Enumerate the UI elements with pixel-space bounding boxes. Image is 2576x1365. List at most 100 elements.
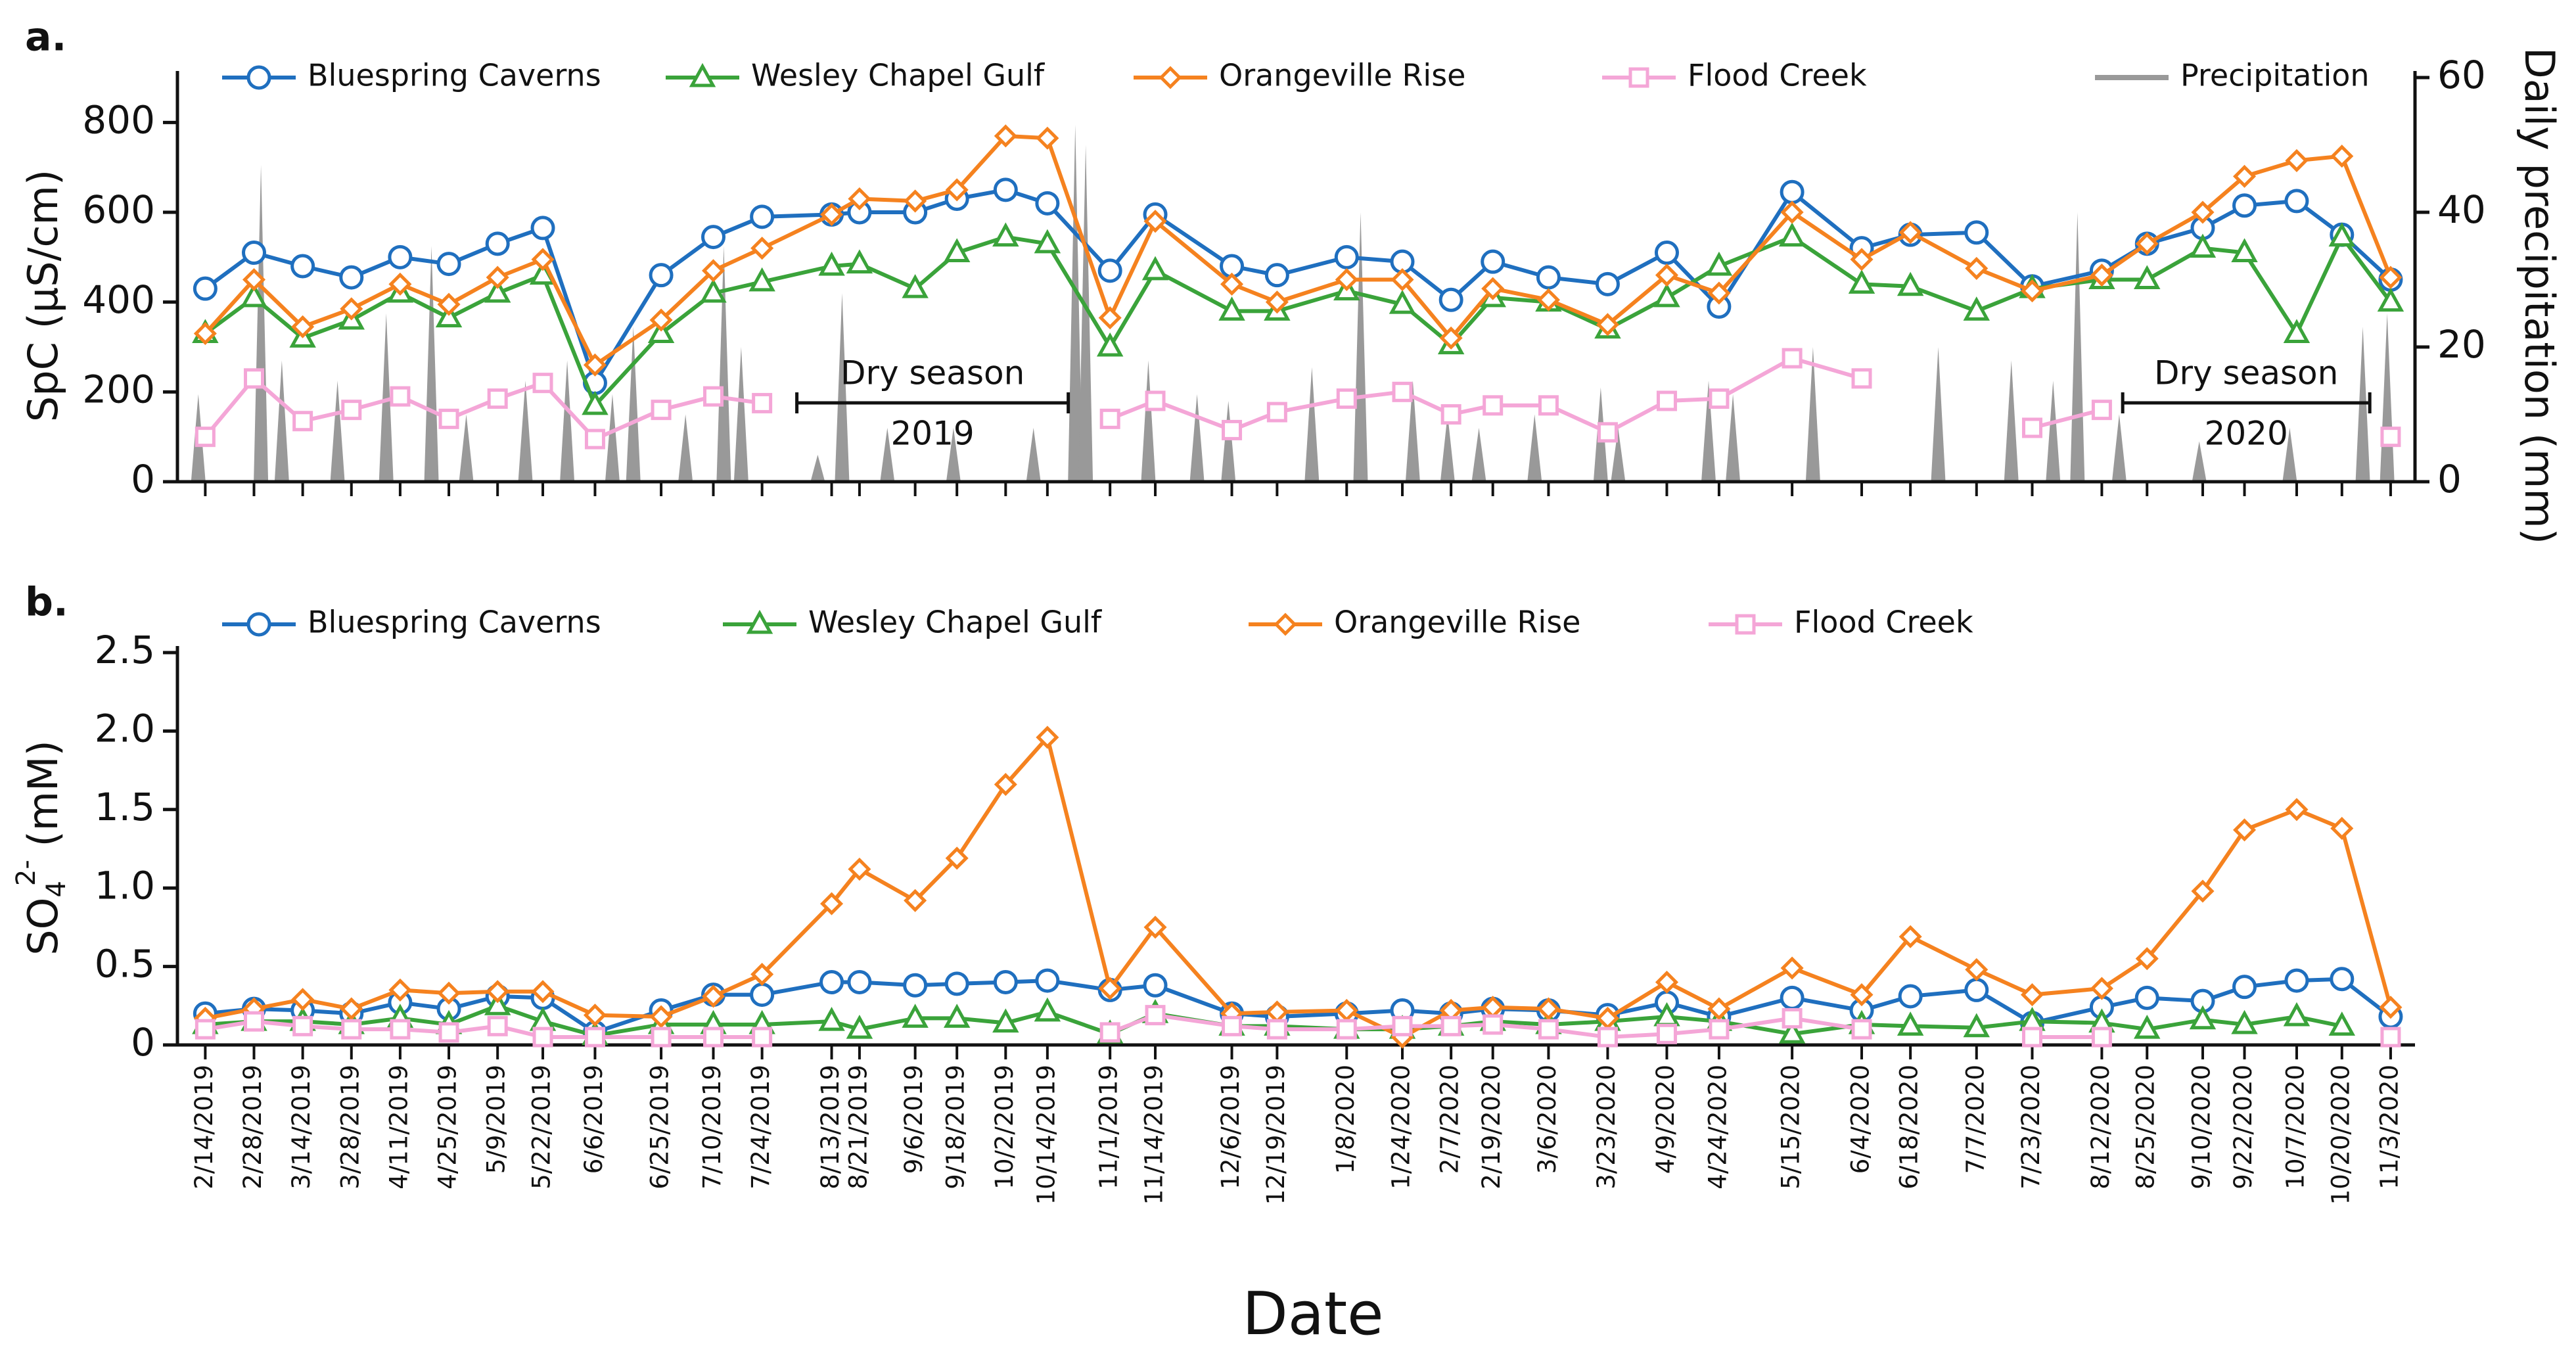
marker xyxy=(291,315,315,338)
x-tick-label: 6/18/2020 xyxy=(1895,1065,1923,1190)
precipitation-spike xyxy=(1405,381,1420,482)
precipitation-spike xyxy=(1805,347,1820,482)
x-tick-label: 9/6/2019 xyxy=(900,1065,928,1174)
precipitation-spike xyxy=(2282,428,2297,482)
legend-label: Flood Creek xyxy=(1688,58,1867,93)
marker xyxy=(1963,1013,1990,1038)
marker xyxy=(436,252,461,277)
marker xyxy=(846,1014,873,1039)
x-tick-label: 7/23/2020 xyxy=(2017,1065,2045,1190)
x-tick-label: 5/15/2020 xyxy=(1777,1065,1805,1190)
marker xyxy=(2283,319,2311,343)
marker xyxy=(532,1027,553,1048)
precipitation-spike xyxy=(2004,360,2019,482)
y-label-part: SO xyxy=(19,898,67,956)
marker xyxy=(1965,256,1989,280)
marker xyxy=(531,980,555,1004)
marker xyxy=(1536,265,1561,290)
marker xyxy=(2232,193,2257,218)
y-label-unit: (mM) xyxy=(19,740,67,860)
marker xyxy=(701,225,726,250)
marker xyxy=(484,278,511,303)
marker xyxy=(2380,427,2401,448)
marker xyxy=(2191,200,2215,224)
x-tick-label: 2/7/2020 xyxy=(1436,1065,1464,1174)
marker xyxy=(904,889,927,912)
y-tick-label: 600 xyxy=(82,187,155,232)
marker xyxy=(1483,395,1504,416)
marker xyxy=(584,1027,605,1048)
marker xyxy=(746,609,773,634)
x-tick-label: 11/1/2019 xyxy=(1095,1065,1123,1190)
panel-label: b. xyxy=(25,580,68,626)
marker xyxy=(583,353,607,377)
marker xyxy=(689,62,716,87)
marker xyxy=(1222,1015,1243,1036)
marker xyxy=(752,1027,773,1048)
x-tick-label: 2/28/2019 xyxy=(239,1065,267,1190)
marker xyxy=(2091,400,2112,421)
marker xyxy=(193,321,217,346)
marker xyxy=(1707,281,1731,305)
x-tick-label: 9/22/2020 xyxy=(2229,1065,2257,1190)
marker xyxy=(2232,975,2257,1000)
marker xyxy=(1709,388,1730,409)
marker xyxy=(2090,977,2113,1000)
marker xyxy=(2232,164,2257,188)
marker xyxy=(1099,408,1120,429)
precipitation-spike xyxy=(1068,124,1083,482)
precipitation-spike xyxy=(1353,212,1368,482)
marker xyxy=(438,1022,459,1043)
precipitation-spike xyxy=(1726,394,1741,482)
marker xyxy=(701,984,725,1008)
x-tick-label: 9/18/2019 xyxy=(942,1065,970,1190)
marker xyxy=(1098,977,1122,1000)
marker xyxy=(1145,390,1166,411)
marker xyxy=(1336,1019,1357,1040)
marker xyxy=(944,971,969,996)
x-tick-label: 11/3/2020 xyxy=(2375,1065,2403,1190)
x-tick-label: 4/24/2020 xyxy=(1703,1065,1732,1190)
marker xyxy=(2134,265,2161,289)
marker xyxy=(2284,189,2309,214)
marker xyxy=(902,1004,929,1028)
marker xyxy=(1780,200,1804,224)
x-tick-label: 3/23/2020 xyxy=(1592,1065,1621,1190)
marker xyxy=(437,981,461,1005)
precipitation-spike xyxy=(254,165,269,482)
legend-label: Orangeville Rise xyxy=(1219,58,1465,93)
marker xyxy=(1735,614,1756,635)
x-tick-label: 4/11/2019 xyxy=(384,1065,413,1190)
marker xyxy=(820,202,844,226)
marker xyxy=(701,259,725,283)
marker xyxy=(340,997,363,1021)
precipitation-spike xyxy=(605,394,620,482)
y2-tick-label: 20 xyxy=(2437,322,2486,367)
marker xyxy=(1782,1007,1803,1029)
precipitation-spike xyxy=(1471,428,1486,482)
x-tick-label: 4/25/2019 xyxy=(434,1065,462,1190)
y-tick-label: 400 xyxy=(82,277,155,322)
marker xyxy=(1336,388,1357,409)
precipitation-spike xyxy=(678,414,693,482)
marker xyxy=(1964,220,1989,245)
x-tick-label: 3/6/2020 xyxy=(1533,1065,1561,1174)
precipitation-spike xyxy=(1141,360,1156,482)
marker xyxy=(1392,381,1413,402)
series-line xyxy=(204,133,2393,367)
marker xyxy=(2328,1011,2356,1036)
y-label-sub: 4 xyxy=(41,881,72,897)
marker xyxy=(437,292,461,316)
marker xyxy=(847,969,872,994)
marker xyxy=(902,273,929,298)
series-line xyxy=(205,977,2392,1034)
precipitation-spike xyxy=(716,246,731,482)
x-tick-label: 6/6/2019 xyxy=(580,1065,608,1174)
marker xyxy=(1143,210,1167,233)
marker xyxy=(1595,271,1620,296)
legend-label: Precipitation xyxy=(2180,58,2370,93)
precipitation-spike xyxy=(733,347,748,482)
marker xyxy=(1898,221,1922,244)
marker xyxy=(1096,332,1124,357)
marker xyxy=(1222,419,1243,440)
